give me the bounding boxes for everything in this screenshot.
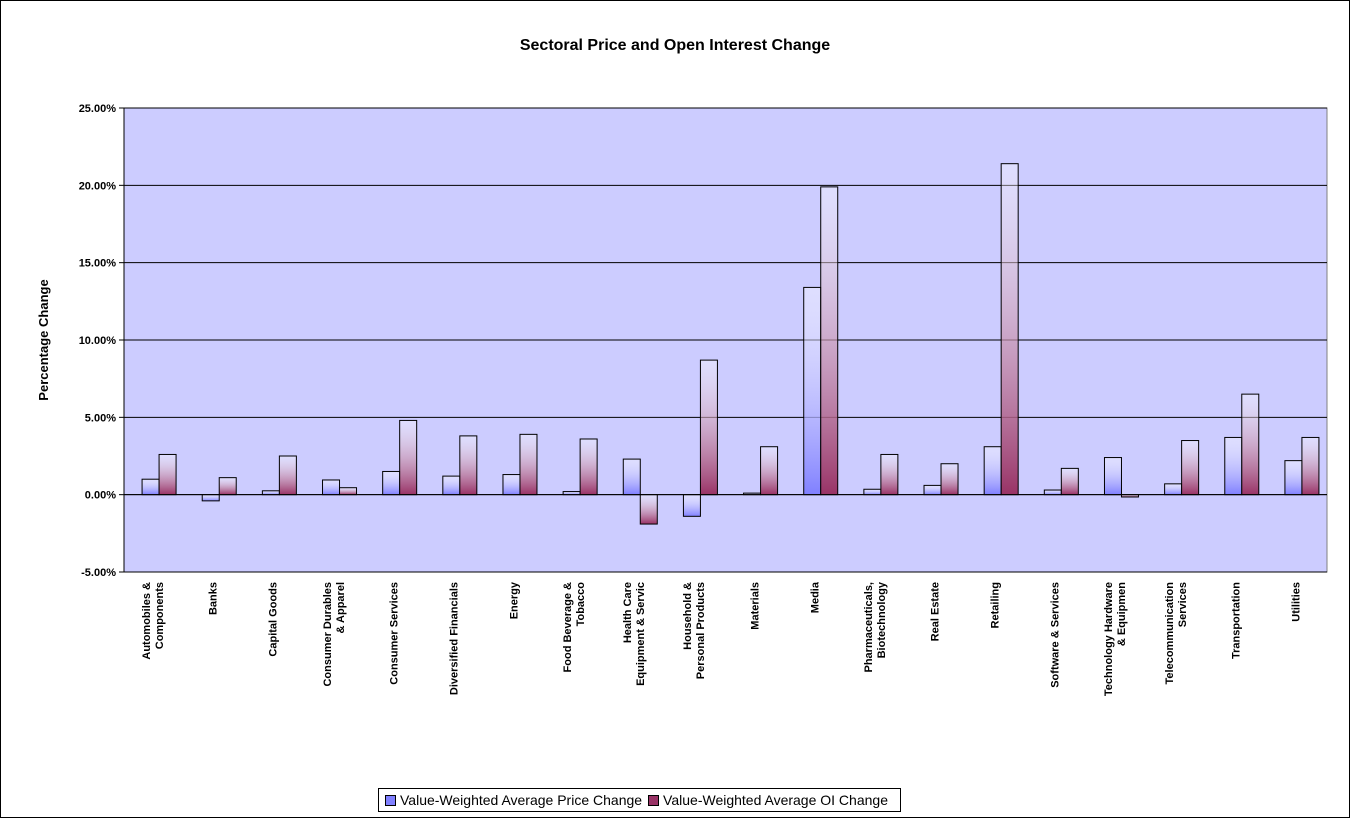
x-tick-label: Pharmaceuticals, Biotechnology bbox=[862, 582, 888, 673]
bar bbox=[339, 487, 358, 496]
legend-swatch bbox=[648, 794, 660, 806]
x-tick-label: Transportation bbox=[1230, 582, 1243, 660]
x-tick-label: Automobiles & Components bbox=[141, 582, 167, 660]
y-tick-label: 20.00% bbox=[79, 180, 117, 192]
y-tick-label: 10.00% bbox=[79, 335, 117, 347]
legend-item: Value-Weighted Average Price Change bbox=[385, 792, 642, 808]
bar bbox=[201, 494, 220, 502]
x-tick-label: Banks bbox=[207, 582, 220, 616]
legend-label: Value-Weighted Average OI Change bbox=[663, 792, 888, 808]
bar bbox=[519, 433, 538, 496]
bar bbox=[158, 453, 177, 496]
bar bbox=[1241, 393, 1260, 496]
y-tick-label: 15.00% bbox=[79, 258, 117, 270]
bar bbox=[459, 435, 478, 496]
x-tick-label: Technology Hardware & Equipmen bbox=[1103, 582, 1129, 697]
bar bbox=[803, 286, 822, 496]
bar bbox=[863, 488, 882, 496]
y-tick-label: 25.00% bbox=[79, 103, 117, 115]
bar bbox=[1284, 460, 1303, 496]
bar bbox=[502, 474, 521, 496]
bar bbox=[442, 475, 461, 496]
x-tick-label: Retailing bbox=[989, 582, 1002, 629]
legend-swatch bbox=[385, 794, 396, 806]
bar bbox=[322, 479, 341, 496]
y-tick-label: -5.00% bbox=[81, 567, 116, 579]
bar bbox=[622, 458, 641, 496]
bar bbox=[278, 455, 297, 496]
x-tick-label: Media bbox=[809, 582, 822, 614]
x-tick-label: Consumer Services bbox=[388, 582, 401, 685]
bar bbox=[1043, 489, 1062, 496]
bar bbox=[261, 490, 280, 496]
bar bbox=[399, 419, 418, 496]
legend: Value-Weighted Average Price Change Value… bbox=[378, 788, 901, 812]
bar bbox=[699, 359, 718, 496]
y-axis-label: Percentage Change bbox=[36, 279, 51, 400]
bar bbox=[820, 186, 839, 496]
bar bbox=[1060, 467, 1079, 496]
bar bbox=[1164, 483, 1183, 496]
bar bbox=[141, 478, 160, 496]
bar bbox=[1224, 436, 1243, 496]
bar bbox=[940, 463, 959, 496]
x-tick-label: Food Beverage & Tobacco bbox=[562, 582, 588, 673]
x-tick-label: Consumer Durables & Apparel bbox=[321, 582, 347, 687]
legend-label: Value-Weighted Average Price Change bbox=[400, 792, 643, 808]
bar bbox=[923, 484, 942, 496]
x-tick-label: Software & Services bbox=[1049, 582, 1062, 688]
chart-title: Sectoral Price and Open Interest Change bbox=[520, 37, 830, 54]
bar bbox=[682, 494, 701, 517]
x-tick-label: Materials bbox=[749, 582, 762, 630]
bar bbox=[382, 470, 401, 496]
x-tick-label: Telecommunication Services bbox=[1163, 582, 1189, 685]
legend-item: Value-Weighted Average OI Change bbox=[648, 792, 888, 808]
bar bbox=[1000, 163, 1019, 496]
y-tick-label: 0.00% bbox=[85, 490, 116, 502]
x-tick-label: Diversified Financials bbox=[448, 582, 461, 696]
bar bbox=[880, 453, 899, 496]
bar bbox=[1181, 440, 1200, 496]
x-tick-label: Utilities bbox=[1290, 582, 1303, 622]
bar bbox=[1103, 457, 1122, 496]
x-tick-label: Household & Personal Products bbox=[682, 582, 708, 680]
bar bbox=[218, 477, 237, 496]
bar bbox=[639, 494, 658, 525]
bar bbox=[760, 446, 779, 496]
x-tick-label: Health Care Equipment & Servic bbox=[622, 582, 648, 686]
bar bbox=[983, 446, 1002, 496]
x-tick-label: Capital Goods bbox=[267, 582, 280, 657]
bar bbox=[579, 438, 598, 496]
x-tick-label: Energy bbox=[508, 582, 521, 620]
x-tick-label: Real Estate bbox=[929, 582, 942, 642]
y-tick-label: 5.00% bbox=[85, 412, 116, 424]
bar bbox=[1301, 436, 1320, 496]
